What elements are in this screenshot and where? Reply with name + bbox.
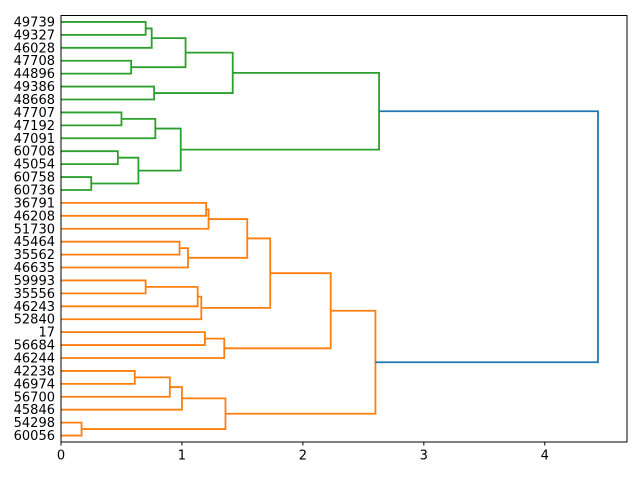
dendrogram-link	[61, 337, 226, 359]
x-tick-label: 0	[57, 449, 65, 464]
leaf-label: 35562	[14, 248, 55, 263]
leaf-label: 36791	[14, 196, 55, 211]
leaf-label: 45464	[14, 235, 55, 250]
leaf-label: 60736	[14, 183, 55, 198]
plot-spines	[60, 15, 628, 443]
leaf-label: 60056	[14, 429, 55, 444]
leaf-label: 47708	[14, 54, 55, 69]
dendrogram-link	[61, 247, 189, 269]
dendrogram-link	[138, 127, 182, 172]
x-tick-label: 3	[420, 449, 428, 464]
dendrogram-link	[131, 37, 187, 69]
leaf-label: 46635	[14, 261, 55, 276]
leaf-label: 17	[38, 326, 55, 341]
dendrogram-link	[61, 376, 171, 398]
dendrogram-link	[201, 237, 272, 309]
dendrogram-link	[61, 370, 136, 385]
dendrogram-link	[61, 202, 208, 217]
dendrogram-link	[61, 295, 203, 321]
dendrogram-link	[375, 110, 599, 364]
leaf-label: 46974	[14, 377, 55, 392]
leaf-label: 56684	[14, 339, 55, 354]
dendrogram-link	[61, 386, 183, 411]
dendrogram-link	[61, 111, 123, 127]
dendrogram-link	[61, 176, 93, 191]
leaf-label: 59993	[14, 274, 55, 289]
dendrogram-link	[61, 117, 157, 140]
leaf-label: 47091	[14, 132, 55, 147]
dendrogram-link	[61, 59, 133, 75]
leaf-label: 42238	[14, 364, 55, 379]
dendrogram-link	[61, 208, 210, 230]
leaf-label: 46244	[14, 351, 55, 366]
dendrogram-link	[61, 279, 147, 295]
leaf-label: 45846	[14, 403, 55, 418]
dendrogram-link	[180, 71, 380, 151]
dendrogram-link	[224, 272, 332, 350]
leaf-label: 49739	[14, 15, 55, 30]
leaf-label: 51730	[14, 222, 55, 237]
leaf-label: 44896	[14, 67, 55, 82]
leaf-label: 60758	[14, 171, 55, 186]
dendrogram-link	[187, 218, 249, 259]
dendrogram-link	[61, 150, 119, 166]
leaf-label: 49327	[14, 28, 55, 43]
leaf-label: 49386	[14, 80, 55, 95]
x-tick-label: 2	[299, 449, 307, 464]
leaf-label: 52840	[14, 313, 55, 328]
leaf-label: 56700	[14, 390, 55, 405]
leaf-label: 54298	[14, 416, 55, 431]
dendrogram-link	[225, 309, 377, 415]
dendrogram-link	[91, 156, 140, 185]
dendrogram-link	[61, 421, 83, 437]
leaf-label: 45054	[14, 158, 55, 173]
leaf-label: 60708	[14, 145, 55, 160]
leaf-label: 46028	[14, 41, 55, 56]
dendrogram-link	[61, 21, 147, 36]
x-tick-label: 1	[178, 449, 186, 464]
dendrogram-link	[81, 397, 227, 430]
leaf-label: 48668	[14, 93, 55, 108]
leaf-label: 47707	[14, 106, 55, 121]
dendrogram-link	[61, 286, 199, 308]
leaf-label: 47192	[14, 119, 55, 134]
x-tick-label: 4	[541, 449, 549, 464]
dendrogram-link	[61, 85, 156, 101]
leaf-label: 46208	[14, 209, 55, 224]
dendrogram-link	[61, 331, 206, 346]
dendrogram-link	[61, 27, 153, 49]
dendrogram-link	[154, 51, 234, 94]
dendrogram-link	[61, 240, 181, 256]
leaf-label: 35556	[14, 287, 55, 302]
leaf-label: 46243	[14, 300, 55, 315]
